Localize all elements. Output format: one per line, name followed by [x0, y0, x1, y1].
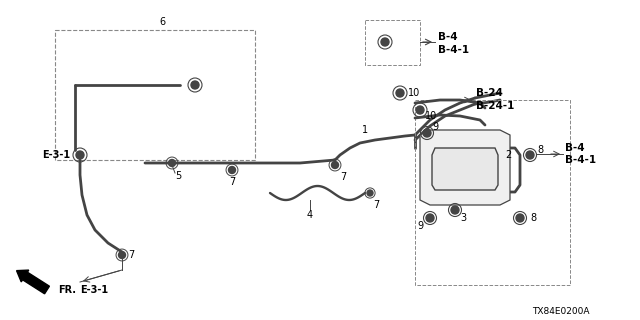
- Circle shape: [381, 38, 389, 46]
- Circle shape: [191, 81, 199, 89]
- Polygon shape: [420, 130, 510, 205]
- Polygon shape: [432, 148, 498, 190]
- Circle shape: [118, 252, 125, 259]
- Text: 7: 7: [340, 172, 346, 182]
- Text: B-4: B-4: [565, 143, 584, 153]
- Circle shape: [367, 190, 373, 196]
- Text: B-4-1: B-4-1: [565, 155, 596, 165]
- Text: 7: 7: [229, 177, 235, 187]
- Text: 4: 4: [307, 210, 313, 220]
- Bar: [415, 100, 570, 285]
- Text: 9: 9: [432, 122, 438, 132]
- Text: E-3-1: E-3-1: [42, 150, 70, 160]
- Circle shape: [451, 206, 459, 214]
- Text: 10: 10: [408, 88, 420, 98]
- Text: B-4-1: B-4-1: [438, 45, 469, 55]
- Circle shape: [516, 214, 524, 222]
- Circle shape: [426, 214, 434, 222]
- Bar: [365, 20, 420, 65]
- Circle shape: [332, 162, 339, 169]
- Circle shape: [396, 89, 404, 97]
- Circle shape: [76, 151, 84, 159]
- Circle shape: [416, 106, 424, 114]
- Text: B-24-1: B-24-1: [476, 101, 515, 111]
- Text: B-4: B-4: [438, 32, 458, 42]
- Text: TX84E0200A: TX84E0200A: [532, 308, 590, 316]
- Bar: [55, 30, 255, 160]
- Text: 9: 9: [417, 221, 423, 231]
- Text: 3: 3: [460, 213, 466, 223]
- Circle shape: [228, 166, 236, 173]
- Text: 8: 8: [530, 213, 536, 223]
- Text: 10: 10: [425, 111, 437, 121]
- Circle shape: [423, 129, 431, 137]
- Circle shape: [168, 159, 175, 166]
- Text: E-3-1: E-3-1: [80, 285, 108, 295]
- Text: B-24: B-24: [476, 88, 503, 98]
- FancyArrow shape: [17, 270, 49, 294]
- Text: 8: 8: [537, 145, 543, 155]
- Text: 6: 6: [159, 17, 165, 27]
- Text: FR.: FR.: [58, 285, 76, 295]
- Text: 7: 7: [373, 200, 380, 210]
- Text: 7: 7: [128, 250, 134, 260]
- Text: 1: 1: [362, 125, 368, 135]
- Text: 5: 5: [175, 171, 181, 181]
- Circle shape: [526, 151, 534, 159]
- Text: 2: 2: [505, 150, 511, 160]
